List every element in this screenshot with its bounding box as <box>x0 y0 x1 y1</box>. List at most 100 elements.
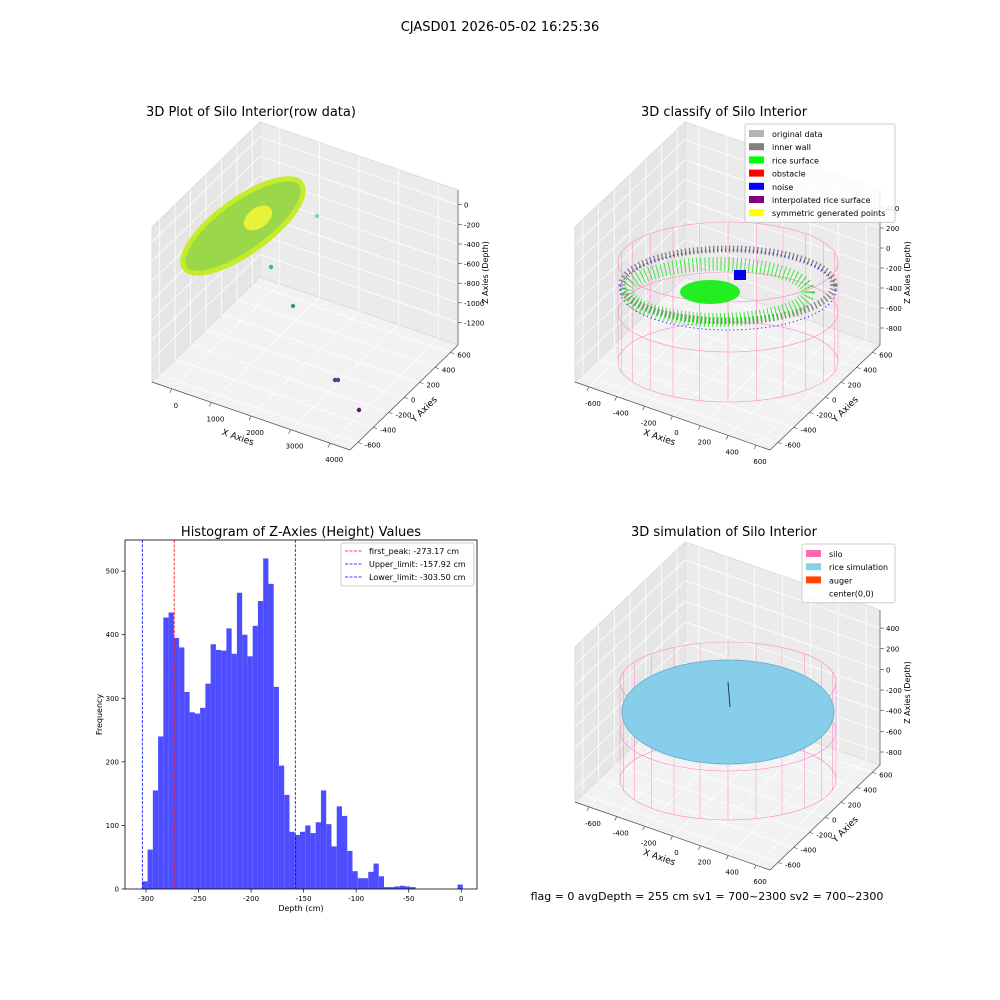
histogram-bar <box>226 628 232 889</box>
histogram-bar <box>373 863 379 889</box>
x-axis-label: X Axies <box>642 848 677 868</box>
y-axis <box>769 344 881 451</box>
x-tick <box>169 388 173 393</box>
y-tick-label: 300 <box>106 695 119 703</box>
histogram-bar <box>231 653 237 889</box>
grid-line <box>582 639 779 863</box>
grid-line <box>574 239 881 346</box>
y-tick <box>450 352 455 354</box>
legend-swatch <box>806 589 821 597</box>
grid-line <box>613 609 810 833</box>
y-tick <box>793 847 798 849</box>
legend-box <box>340 542 475 587</box>
x-tick <box>670 835 673 841</box>
x-tick <box>753 865 757 870</box>
y-tick-label: -200 <box>816 832 832 840</box>
histogram-bar <box>299 831 306 889</box>
z-tick-label: -1200 <box>464 319 484 327</box>
grid-line <box>329 183 439 444</box>
z-tick-label: 200 <box>886 646 899 654</box>
histogram-bar <box>142 881 148 889</box>
y-tick <box>777 862 782 864</box>
histogram-bar <box>331 846 337 889</box>
legend-box <box>801 543 896 604</box>
x-tick-label: -250 <box>191 895 207 903</box>
histogram-bar <box>273 686 279 889</box>
legend-label: original data <box>772 130 823 139</box>
x-axis <box>151 381 351 451</box>
y-tick-label: -400 <box>801 427 817 435</box>
axes-title: 3D Plot of Silo Interior(row data) <box>146 105 356 120</box>
grid-line <box>574 621 881 728</box>
x-tick-label: -200 <box>641 839 657 847</box>
axes-3d: 3D Plot of Silo Interior(row data) 0 1000 2… <box>146 105 490 464</box>
point-cloud-core <box>243 205 273 231</box>
y-tick <box>403 397 409 399</box>
x-tick-label: 0 <box>459 895 463 903</box>
legend-swatch <box>806 576 821 584</box>
y-tick-label: 400 <box>863 787 876 795</box>
x-tick <box>698 425 701 430</box>
y-tick-label: 200 <box>106 758 119 766</box>
x-tick <box>642 826 645 831</box>
x-tick-label: -50 <box>403 895 414 903</box>
y-tick-label: -400 <box>380 427 396 435</box>
histogram-bar <box>326 824 332 889</box>
histogram-bar <box>152 790 159 889</box>
y-tick-label: 200 <box>848 382 861 390</box>
y-tick <box>824 397 830 399</box>
grid-line <box>174 204 374 428</box>
axes-histogram: Histogram of Z-Axies (Height) Values -300… <box>95 525 478 913</box>
grid-line <box>151 136 459 242</box>
legend-swatch <box>806 550 821 557</box>
axes-title: 3D simulation of Silo Interior <box>631 525 818 540</box>
histogram-bar <box>410 887 416 889</box>
histogram-bar <box>389 887 395 889</box>
legend-swatch <box>749 196 764 203</box>
y-tick <box>840 802 845 804</box>
y-tick-label: 600 <box>879 772 892 780</box>
y-tick <box>434 367 439 369</box>
x-tick-label: 200 <box>698 859 711 867</box>
grid-line <box>151 155 459 262</box>
x-tick <box>725 855 729 860</box>
x-tick-label: -400 <box>613 410 629 418</box>
silo-ring <box>617 271 839 353</box>
histogram-bar <box>215 649 222 889</box>
x-tick <box>248 415 252 421</box>
z-tick-label: -600 <box>886 728 902 736</box>
y-tick-label: 200 <box>426 382 439 390</box>
histogram-bar <box>341 815 348 889</box>
y-tick-label: 400 <box>863 367 876 375</box>
legend-swatch <box>806 563 821 571</box>
x-tick-label: -200 <box>641 419 657 427</box>
silo-ring <box>617 321 839 403</box>
z-tick-label: -800 <box>464 280 480 288</box>
histogram-bar <box>305 825 311 889</box>
histogram-bar <box>320 790 327 889</box>
grid-line <box>574 600 881 707</box>
z-tick-label: 400 <box>886 625 899 633</box>
noise-cluster <box>734 270 746 280</box>
axes-title: Histogram of Z-Axies (Height) Values <box>181 525 421 540</box>
x-tick <box>725 435 729 440</box>
x-tick-label: 600 <box>753 878 766 886</box>
z-tick-label: -200 <box>464 221 480 229</box>
y-tick <box>856 787 861 789</box>
x-tick <box>327 443 331 448</box>
legend-label: auger <box>829 576 853 585</box>
histogram-bar <box>362 878 369 889</box>
axes-3d: 3D simulation of Silo Interior-600-400-2… <box>574 525 912 886</box>
x-tick-label: 0 <box>674 849 678 857</box>
noise-ring <box>619 249 837 331</box>
y-tick <box>856 367 861 369</box>
x-tick <box>614 816 618 821</box>
histogram-bar <box>310 833 316 889</box>
rice-simulation <box>621 659 835 765</box>
x-axis-label: X Axies <box>642 428 677 448</box>
rice-surface <box>621 257 815 327</box>
legend-swatch <box>749 130 764 137</box>
legend-label: Lower_limit: -303.50 cm <box>369 573 466 582</box>
legend-label: rice surface <box>772 156 819 165</box>
